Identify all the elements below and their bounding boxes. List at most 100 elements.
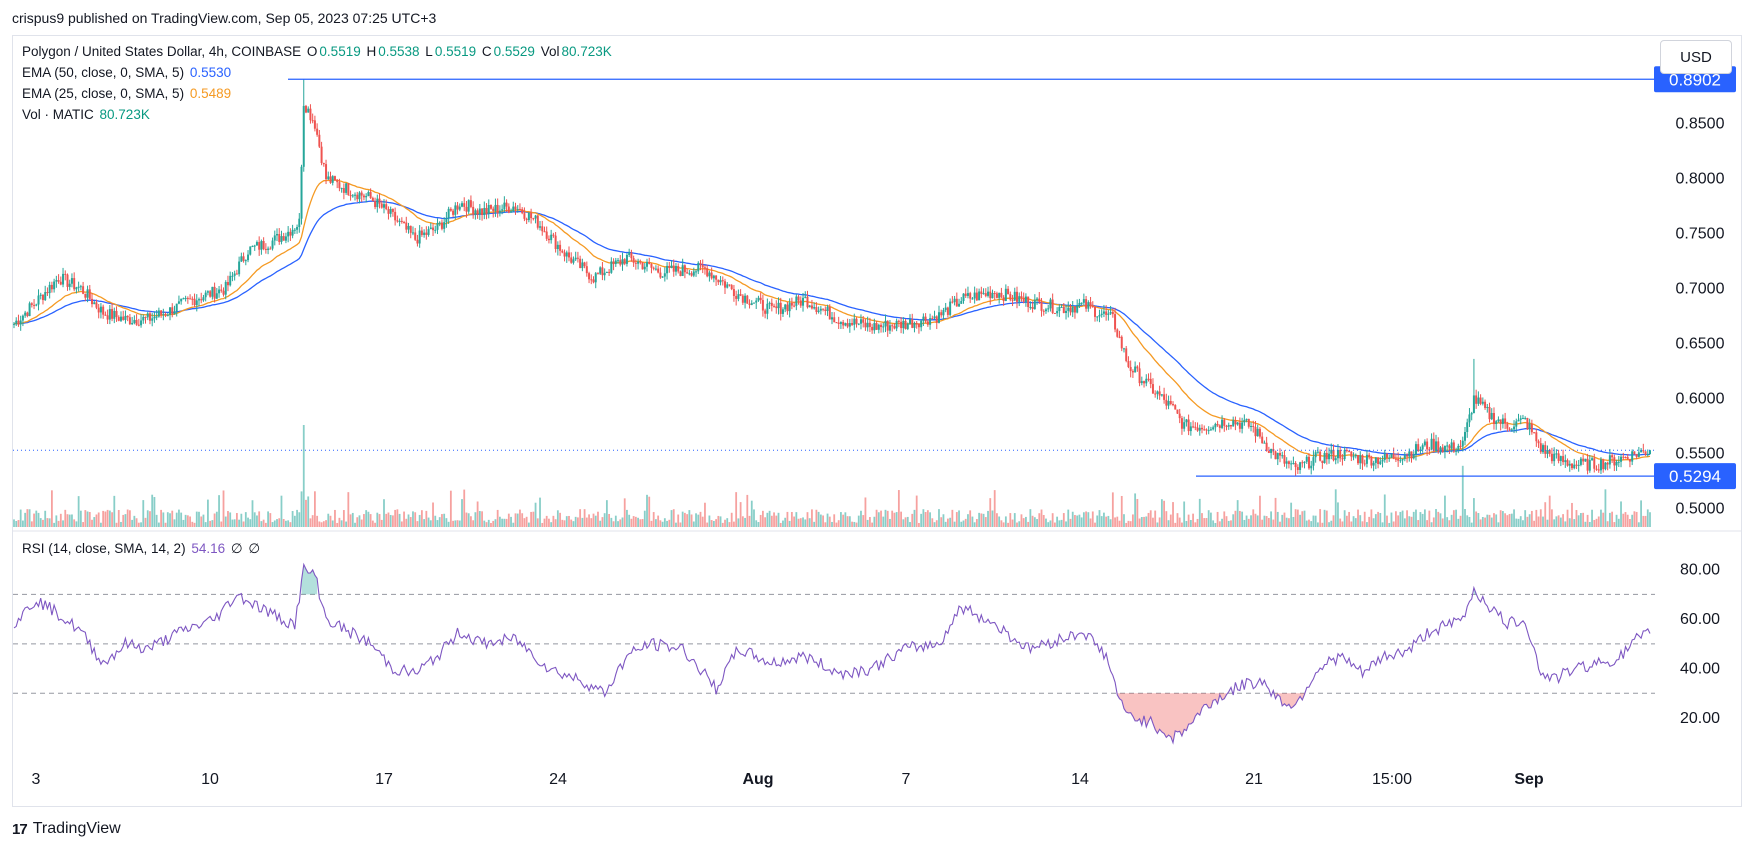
candle-body [949, 301, 952, 315]
candle-body [1276, 452, 1279, 460]
candle-body [1156, 391, 1159, 394]
candle-body [1087, 302, 1090, 309]
candle-body [318, 134, 321, 147]
volume-bar [447, 521, 450, 527]
volume-bar [1430, 522, 1433, 527]
candle-body [750, 303, 753, 305]
volume-bar [35, 510, 38, 527]
volume-bar [514, 513, 517, 527]
candle-body [423, 232, 426, 235]
candle-body [512, 206, 515, 212]
candle-body [931, 318, 934, 320]
volume-bar [320, 522, 323, 527]
volume-bar [1508, 513, 1511, 527]
candle-body [621, 259, 624, 265]
volume-bar [1080, 517, 1083, 527]
candle-body [937, 312, 940, 323]
candle-body [1412, 454, 1415, 459]
candle-body [944, 307, 947, 311]
volume-bar [971, 516, 974, 527]
candle-body [581, 262, 584, 269]
candle-body [46, 292, 49, 294]
volume-bar [84, 510, 87, 527]
price-axis-tick: 0.8000 [1676, 171, 1725, 188]
candle-body [1174, 405, 1177, 410]
volume-bar [1444, 495, 1446, 527]
candle-body [184, 298, 187, 300]
candle-body [169, 307, 172, 315]
volume-bar [996, 513, 998, 527]
candle-body [264, 248, 267, 250]
volume-bar [316, 515, 319, 527]
tradingview-brand: TradingView [32, 820, 121, 837]
rsi-axis-tick: 60.00 [1680, 611, 1720, 628]
price-axis-tick: 0.7500 [1676, 226, 1725, 243]
volume-bar [1252, 509, 1255, 527]
volume-bar [129, 510, 131, 527]
candle-body [1535, 432, 1538, 442]
candle-body [229, 275, 232, 286]
ema50-value: 0.5530 [189, 65, 232, 80]
volume-bar [748, 515, 751, 527]
volume-bar [1096, 515, 1099, 527]
candle-body [969, 293, 972, 299]
volume-bar [358, 515, 361, 527]
candle-body [911, 319, 914, 328]
candle-body [189, 298, 192, 300]
candle-body [1027, 296, 1030, 308]
volume-bar [137, 522, 140, 527]
volume-bar [271, 522, 274, 527]
currency-button[interactable]: USD [1660, 40, 1732, 74]
candle-body [793, 305, 796, 307]
candle-body [1281, 455, 1284, 457]
candle-body [732, 289, 735, 296]
candle-body [973, 292, 976, 299]
volume-bar [563, 520, 566, 527]
candle-body [48, 284, 51, 294]
volume-bar [712, 520, 715, 527]
volume-bar [1535, 509, 1538, 527]
candle-body [1339, 449, 1342, 459]
volume-bar [1214, 522, 1217, 527]
tradingview-logo[interactable]: 17 TradingView [12, 820, 121, 838]
volume-bar [1245, 515, 1248, 527]
candle-body [1125, 348, 1128, 361]
volume-bar [1223, 511, 1226, 527]
volume-bar [762, 510, 764, 527]
candle-body [1419, 449, 1422, 451]
volume-bar [552, 515, 555, 527]
volume-bar [418, 514, 421, 527]
candle-body [1637, 452, 1640, 457]
volume-bar [688, 510, 691, 527]
volume-bar [1611, 511, 1614, 527]
volume-bar [659, 520, 662, 527]
ema25-label: EMA (25, close, 0, SMA, 5) [22, 86, 185, 101]
candle-body [608, 271, 611, 273]
symbol-title: Polygon / United States Dollar, 4h, COIN… [22, 44, 302, 59]
ema50-line [13, 200, 1651, 456]
volume-bar [102, 510, 105, 527]
candle-body [452, 210, 455, 215]
volume-bar [969, 510, 972, 527]
volume-bar [1312, 515, 1315, 527]
volume-bar [1374, 514, 1377, 527]
volume-bar [583, 509, 586, 527]
volume-bar [1633, 511, 1636, 527]
rsi-axis-tick: 20.00 [1680, 710, 1720, 727]
volume-bar [240, 513, 243, 527]
volume-bar [1577, 515, 1580, 527]
volume-bar [494, 519, 497, 527]
candle-body [1464, 431, 1467, 441]
candle-body [398, 220, 401, 222]
candle-body [331, 176, 334, 183]
volume-bar [721, 522, 724, 527]
candle-body [795, 296, 798, 306]
volume-bar [893, 512, 896, 527]
volume-bar [414, 512, 417, 527]
candle-body [1192, 426, 1195, 428]
candle-body [545, 231, 548, 239]
volume-bar [1555, 516, 1558, 527]
volume-bar [1513, 509, 1515, 527]
candle-body [1140, 381, 1143, 384]
